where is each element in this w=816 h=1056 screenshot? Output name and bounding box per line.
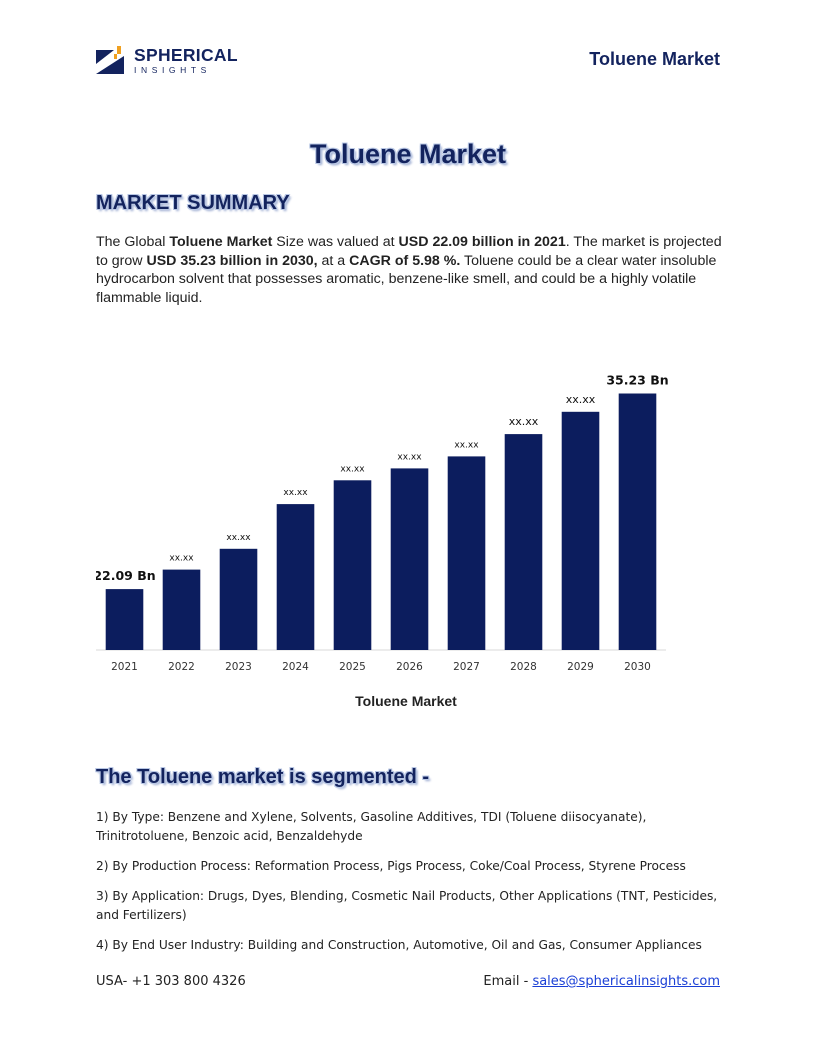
- market-summary-heading: MARKET SUMMARY: [96, 192, 290, 214]
- summary-bold-2: USD 22.09 billion in 2021: [398, 234, 566, 250]
- data-label-2021: 22.09 Bn: [96, 568, 156, 583]
- page-title: Toluene Market: [309, 139, 507, 169]
- header-title: Toluene Market: [589, 49, 720, 69]
- data-label-2022: xx.xx: [169, 554, 194, 564]
- summary-text-1: The Global: [96, 234, 170, 250]
- bar-2024: [276, 504, 315, 650]
- bar-2025: [333, 480, 372, 650]
- data-label-2025: xx.xx: [340, 464, 365, 474]
- data-label-2028: xx.xx: [509, 415, 539, 428]
- x-tick-label-2025: 2025: [339, 661, 366, 673]
- bar-2027: [447, 456, 486, 650]
- x-tick-label-2030: 2030: [624, 661, 651, 673]
- x-tick-label-2023: 2023: [225, 661, 252, 673]
- footer-email-label: Email -: [483, 974, 533, 989]
- footer-email-link[interactable]: sales@sphericalinsights.com: [532, 974, 720, 989]
- summary-bold-3: USD 35.23 billion in 2030,: [146, 252, 318, 269]
- summary-text-2: Size was valued at: [272, 234, 399, 250]
- segment-item-type: 1) By Type: Benzene and Xylene, Solvents…: [96, 810, 647, 843]
- logo-name: SPHERICAL: [134, 45, 238, 65]
- data-label-2027: xx.xx: [454, 440, 479, 450]
- segment-item-application: 3) By Application: Drugs, Dyes, Blending…: [96, 889, 718, 922]
- logo-subtitle: INSIGHTS: [134, 65, 211, 75]
- data-label-2030: 35.23 Bn: [606, 373, 668, 388]
- summary-bold-4: CAGR of 5.98 %.: [349, 252, 461, 269]
- summary-text-3: . The market is projected to grow: [96, 234, 722, 269]
- data-label-2024: xx.xx: [283, 488, 308, 498]
- segment-item-production-process: 2) By Production Process: Reformation Pr…: [96, 859, 686, 873]
- market-summary-text: The Global Toluene Market Size was value…: [96, 233, 726, 307]
- x-tick-label-2027: 2027: [453, 661, 480, 673]
- segment-list: 1) By Type: Benzene and Xylene, Solvents…: [96, 808, 726, 966]
- data-label-2023: xx.xx: [226, 533, 251, 543]
- x-tick-label-2028: 2028: [510, 661, 537, 673]
- bar-2028: [504, 434, 543, 650]
- summary-bold-1: Toluene Market: [169, 234, 273, 250]
- bar-2030: [618, 393, 657, 650]
- bar-2026: [390, 468, 429, 650]
- data-label-2026: xx.xx: [397, 452, 422, 462]
- spherical-logo-icon: [96, 46, 124, 74]
- bar-2022: [162, 569, 201, 650]
- bar-2021: [105, 589, 144, 650]
- x-tick-label-2022: 2022: [168, 661, 195, 673]
- chart-x-axis-title: Toluene Market: [355, 693, 457, 709]
- data-label-2029: xx.xx: [566, 393, 596, 406]
- segments-heading: The Toluene market is segmented -: [96, 766, 430, 788]
- bar-2023: [219, 548, 258, 650]
- x-tick-label-2021: 2021: [111, 661, 138, 673]
- x-tick-label-2024: 2024: [282, 661, 309, 673]
- segment-item-end-user-industry: 4) By End User Industry: Building and Co…: [96, 938, 702, 952]
- summary-text-4: at a: [317, 252, 350, 269]
- x-tick-label-2026: 2026: [396, 661, 423, 673]
- market-size-bar-chart: 22.09 Bn 2021 xx.xx 2022 xx.xx 2023 xx.xx 2024 x…: [96, 373, 669, 673]
- summary-text-5: Toluene could be a clear water insoluble…: [96, 252, 717, 306]
- footer-email-block: Email - sales@sphericalinsights.com: [483, 974, 720, 989]
- x-tick-label-2029: 2029: [567, 661, 594, 673]
- footer-phone: USA- +1 303 800 4326: [96, 974, 246, 989]
- bar-2029: [561, 411, 600, 650]
